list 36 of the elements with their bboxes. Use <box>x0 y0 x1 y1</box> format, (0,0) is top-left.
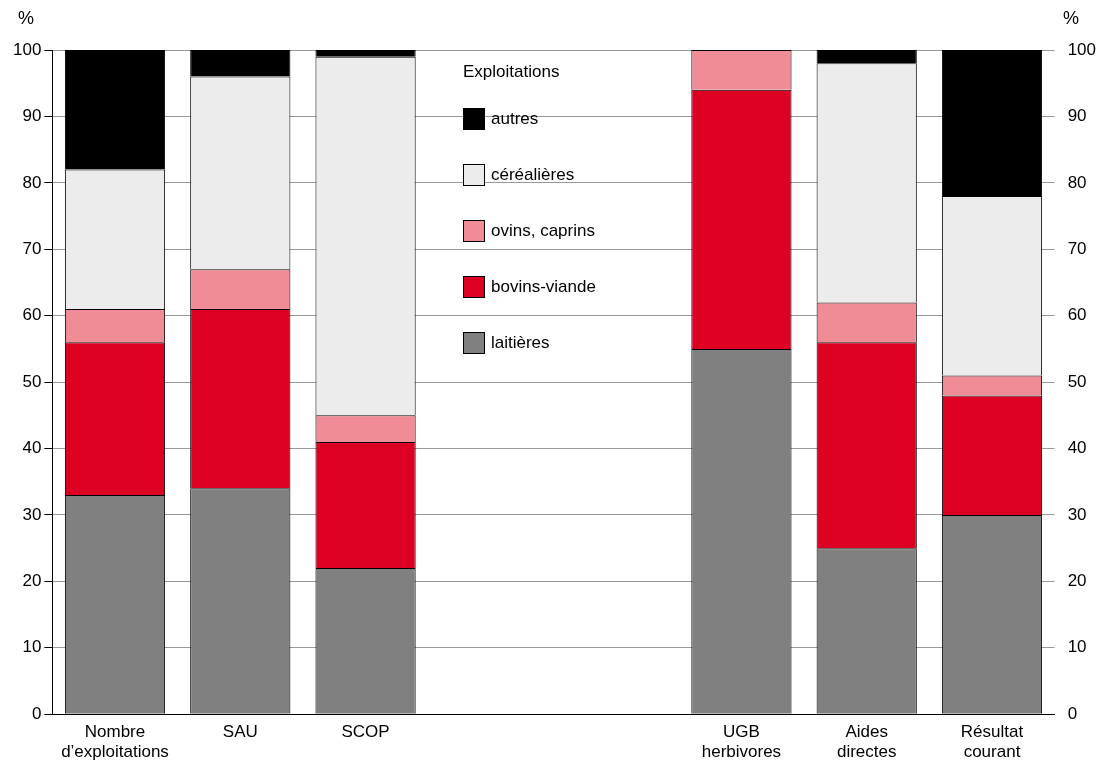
y2-tick-label: 80 <box>1067 172 1087 192</box>
x-tick-label: SAU <box>222 722 258 742</box>
legend-label: céréalières <box>491 165 575 185</box>
y-tick-label: 30 <box>22 504 42 524</box>
y-tick-label: 10 <box>22 637 42 657</box>
legend-title: Exploitations <box>463 62 561 82</box>
y2-tick-label: 10 <box>1067 637 1087 657</box>
y2-tick-label: 90 <box>1067 106 1087 126</box>
y-tick-label: 40 <box>22 438 42 458</box>
x-tick-label: UGB herbivores <box>701 722 782 762</box>
y-tick-label: 80 <box>22 172 42 192</box>
y2-tick-label: 50 <box>1067 371 1087 391</box>
legend-label: laitières <box>491 333 550 353</box>
y-tick-label: 0 <box>31 703 42 723</box>
x-tick-label: SCOP <box>341 722 390 742</box>
y-tick-label: 90 <box>22 106 42 126</box>
y2-tick-label: 70 <box>1067 238 1087 258</box>
y-axis-title: % <box>18 8 35 29</box>
legend-label: bovins-viande <box>491 277 596 297</box>
legend-label: autres <box>491 109 539 129</box>
y-tick-label: 50 <box>22 371 42 391</box>
x-tick-label: Aides directes <box>836 722 897 762</box>
y2-tick-label: 30 <box>1067 504 1087 524</box>
y-tick-label: 70 <box>22 238 42 258</box>
y-tick-label: 60 <box>22 305 42 325</box>
y2-axis-title: % <box>1063 8 1080 29</box>
y-tick-label: 100 <box>12 39 42 59</box>
y-tick-label: 20 <box>22 571 42 591</box>
x-tick-label: Nombre d’exploitations <box>61 722 169 762</box>
x-tick-label: Résultat courant <box>960 722 1024 762</box>
y2-tick-label: 40 <box>1067 438 1087 458</box>
legend-label: ovins, caprins <box>491 221 595 241</box>
y2-tick-label: 100 <box>1067 39 1097 59</box>
y2-tick-label: 20 <box>1067 571 1087 591</box>
y2-tick-label: 60 <box>1067 305 1087 325</box>
y2-tick-label: 0 <box>1067 703 1078 723</box>
